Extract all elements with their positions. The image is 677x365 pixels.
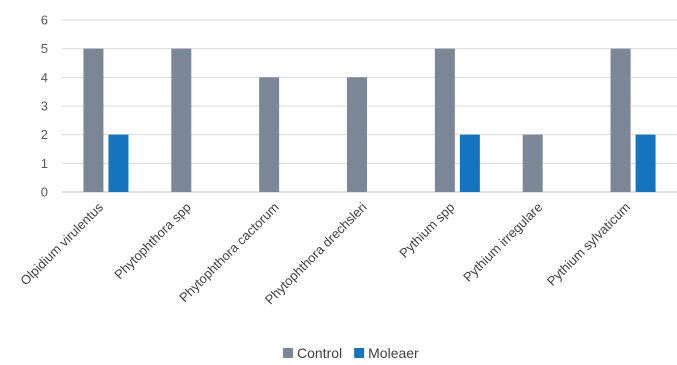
legend-swatch-control <box>283 348 293 358</box>
bar-control <box>83 48 104 192</box>
bar-control <box>610 48 631 192</box>
legend-label-moleaer: Moleaer <box>368 345 419 361</box>
bar-control <box>522 134 543 192</box>
bar-control <box>347 77 367 192</box>
gridlines <box>62 19 677 193</box>
x-category-label: Phytophthora drechsleri <box>262 199 370 307</box>
bar-moleaer <box>635 134 656 192</box>
legend: Control Moleaer <box>283 345 419 361</box>
y-tick-label: 2 <box>41 127 48 142</box>
x-category-label: Olpidium virulentus <box>17 199 106 288</box>
y-tick-label: 4 <box>41 70 48 85</box>
bar-control <box>434 48 455 192</box>
bar-moleaer <box>108 134 129 192</box>
y-tick-label: 3 <box>41 99 48 114</box>
y-tick-label: 1 <box>41 156 48 171</box>
x-category-label: Pythium spp <box>396 200 457 261</box>
y-tick-label: 6 <box>41 13 48 28</box>
legend-swatch-moleaer <box>354 348 365 358</box>
bar-control <box>171 48 192 192</box>
y-axis-ticks: 0 1 2 3 4 5 6 <box>41 13 48 200</box>
bar-moleaer <box>459 134 480 192</box>
x-category-label: Pythium sylvaticum <box>544 200 633 289</box>
legend-label-control: Control <box>297 345 342 361</box>
bars <box>83 48 656 192</box>
x-category-label: Pythium irregulare <box>460 200 545 285</box>
y-tick-label: 0 <box>41 185 48 200</box>
y-tick-label: 5 <box>41 41 48 56</box>
bar-control <box>259 77 280 192</box>
x-axis-labels: Olpidium virulentus Phytophthora sppPhyto… <box>17 199 633 307</box>
x-category-label: Phytophthora cactorum <box>176 200 282 306</box>
x-category-label: Phytophthora spp <box>111 200 194 283</box>
